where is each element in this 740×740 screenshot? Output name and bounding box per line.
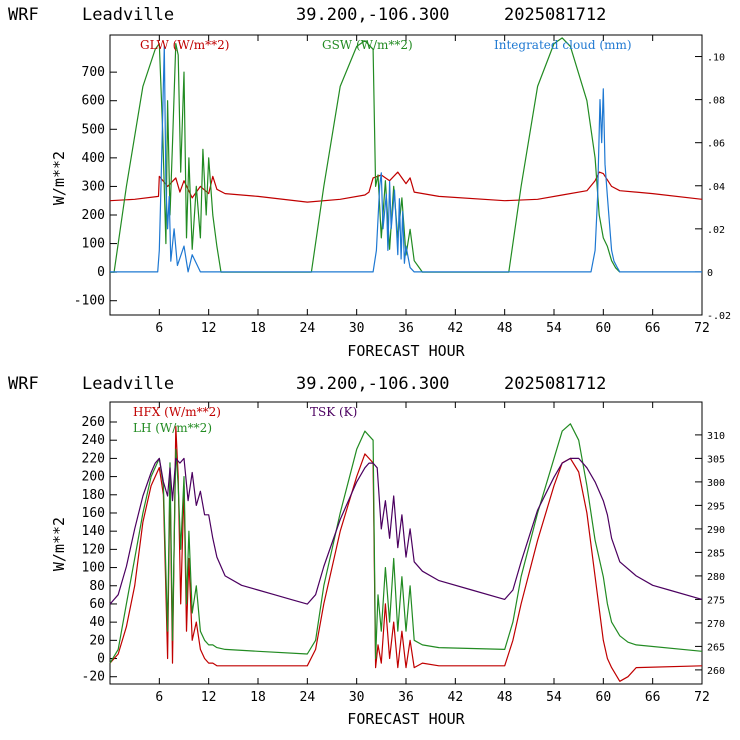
top-y2-tick-label: .02 — [707, 225, 725, 236]
top-y2-tick-label: .06 — [707, 139, 725, 150]
bottom-x-tick-label: 60 — [596, 690, 612, 705]
bottom-y2-tick-label: 305 — [707, 454, 725, 465]
top-y2-tick-label: .10 — [707, 53, 725, 64]
bottom-y-tick-label: 140 — [82, 524, 105, 539]
top-series-line-0 — [109, 171, 703, 203]
top-x-tick-label: 48 — [497, 321, 513, 336]
top-y2-tick-label: -.02 — [707, 311, 731, 322]
bottom-x-tick-label: 72 — [694, 690, 710, 705]
bottom-y-tick-label: 200 — [82, 470, 105, 485]
bottom-header-location: Leadville — [82, 374, 174, 394]
top-x-tick-label: 6 — [155, 321, 163, 336]
top-series-line-2 — [110, 45, 702, 273]
bottom-y2-tick-label: 295 — [707, 501, 725, 512]
top-x-tick-label: 24 — [300, 321, 316, 336]
bottom-y2-tick-label: 265 — [707, 642, 725, 653]
top-legend-cloud: Integrated cloud (mm) — [494, 38, 632, 52]
bottom-y-tick-label: 220 — [82, 451, 105, 466]
top-y-tick-label: 100 — [82, 237, 105, 252]
top-y-tick-label: 700 — [82, 65, 105, 80]
top-legend-glw: GLW (W/m**2) — [140, 38, 229, 52]
top-y2-tick-label: .04 — [707, 182, 725, 193]
bottom-y-tick-label: 40 — [89, 615, 105, 630]
bottom-y-tick-label: 240 — [82, 433, 105, 448]
bottom-y-tick-label: 100 — [82, 561, 105, 576]
bottom-x-tick-label: 6 — [155, 690, 163, 705]
top-x-tick-label: 42 — [448, 321, 464, 336]
top-x-tick-label: 60 — [596, 321, 612, 336]
bottom-header-model: WRF — [8, 374, 39, 394]
top-y-tick-label: 400 — [82, 151, 105, 166]
top-y-tick-label: 300 — [82, 179, 105, 194]
top-y-tick-label: -100 — [74, 294, 105, 309]
top-y-tick-label: 600 — [82, 94, 105, 109]
bottom-y2-tick-label: 310 — [707, 431, 725, 442]
bottom-y-tick-label: -20 — [82, 670, 105, 685]
bottom-y2-tick-label: 280 — [707, 572, 725, 583]
bottom-x-tick-label: 24 — [300, 690, 316, 705]
bottom-x-tick-label: 30 — [349, 690, 365, 705]
bottom-legend-tsk: TSK (K) — [310, 405, 357, 419]
top-x-tick-label: 72 — [694, 321, 710, 336]
bottom-y2-tick-label: 260 — [707, 666, 725, 677]
bottom-y-tick-label: 160 — [82, 506, 105, 521]
bottom-y-tick-label: 260 — [82, 415, 105, 430]
bottom-y2-tick-label: 300 — [707, 478, 725, 489]
bottom-legend-hfx: HFX (W/m**2) — [133, 405, 221, 419]
bottom-y2-tick-label: 275 — [707, 595, 725, 606]
top-y-tick-label: 500 — [82, 122, 105, 137]
top-y-tick-label: 200 — [82, 208, 105, 223]
bottom-x-tick-label: 66 — [645, 690, 661, 705]
bottom-y2-tick-label: 290 — [707, 525, 725, 536]
top-header-model: WRF — [8, 5, 39, 25]
bottom-x-tick-label: 36 — [398, 690, 414, 705]
bottom-legend-lh: LH (W/m**2) — [133, 421, 212, 435]
bottom-y-tick-label: 180 — [82, 488, 105, 503]
top-x-tick-label: 18 — [250, 321, 266, 336]
bottom-y-axis-label: W/m**2 — [50, 517, 68, 571]
top-x-tick-label: 54 — [546, 321, 562, 336]
bottom-y2-tick-label: 270 — [707, 619, 725, 630]
top-panel: WRF Leadville 39.200,-106.300 2025081712… — [8, 5, 731, 360]
top-y-axis-label: W/m**2 — [50, 151, 68, 205]
bottom-y-tick-label: 20 — [89, 633, 105, 648]
top-header-init: 2025081712 — [504, 5, 606, 25]
top-x-tick-label: 66 — [645, 321, 661, 336]
bottom-axes: 6 12 18 24 30 36 42 48 54 60 66 72 -20 0 20 40 60 80 100 12… — [82, 402, 725, 705]
bottom-header-coords: 39.200,-106.300 — [296, 374, 450, 394]
bottom-y-tick-label: 120 — [82, 542, 105, 557]
top-x-tick-label: 36 — [398, 321, 414, 336]
bottom-x-tick-label: 42 — [448, 690, 464, 705]
top-y-tick-label: 0 — [97, 265, 105, 280]
bottom-series-line-1 — [109, 423, 703, 664]
bottom-y-tick-label: 80 — [89, 579, 105, 594]
bottom-y-tick-label: 0 — [97, 652, 105, 667]
bottom-x-tick-label: 18 — [250, 690, 266, 705]
top-header-location: Leadville — [82, 5, 174, 25]
bottom-series-layer — [109, 423, 703, 682]
top-axes: 6 12 18 24 30 36 42 48 54 60 66 72 -100 0 100 200 300 400… — [74, 35, 731, 336]
bottom-y-tick-label: 60 — [89, 597, 105, 612]
top-x-axis-label: FORECAST HOUR — [347, 342, 465, 360]
top-y2-tick-label: 0 — [707, 268, 713, 279]
top-x-tick-label: 12 — [201, 321, 217, 336]
top-legend-gsw: GSW (W/m**2) — [322, 38, 413, 52]
bottom-series-line-2 — [109, 457, 703, 605]
bottom-x-tick-label: 54 — [546, 690, 562, 705]
top-header-coords: 39.200,-106.300 — [296, 5, 450, 25]
top-series-line-1 — [110, 37, 621, 273]
top-plot-frame — [109, 34, 703, 316]
bottom-header-init: 2025081712 — [504, 374, 606, 394]
bottom-x-axis-label: FORECAST HOUR — [347, 710, 465, 728]
bottom-x-tick-label: 48 — [497, 690, 513, 705]
bottom-y2-tick-label: 285 — [707, 548, 725, 559]
bottom-x-tick-label: 12 — [201, 690, 217, 705]
bottom-panel: WRF Leadville 39.200,-106.300 2025081712… — [8, 374, 725, 728]
top-series-layer — [109, 37, 703, 273]
top-x-tick-label: 30 — [349, 321, 365, 336]
top-y2-tick-label: .08 — [707, 96, 725, 107]
